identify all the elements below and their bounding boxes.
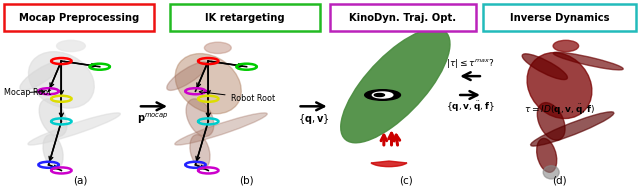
Ellipse shape (522, 54, 568, 80)
Ellipse shape (204, 42, 231, 54)
Ellipse shape (527, 53, 592, 119)
Circle shape (365, 90, 401, 100)
Ellipse shape (20, 62, 61, 90)
Ellipse shape (175, 54, 241, 114)
Text: Robot Root: Robot Root (199, 90, 275, 103)
Ellipse shape (190, 135, 210, 169)
Text: KinoDyn. Traj. Opt.: KinoDyn. Traj. Opt. (349, 13, 456, 23)
Ellipse shape (175, 113, 268, 145)
FancyBboxPatch shape (330, 5, 476, 31)
Ellipse shape (553, 52, 623, 70)
Ellipse shape (340, 28, 450, 143)
Circle shape (372, 92, 393, 98)
Ellipse shape (531, 112, 614, 146)
Circle shape (374, 93, 385, 97)
Text: (a): (a) (74, 176, 88, 185)
Text: $|\tau| \leq \tau^{max}?$: $|\tau| \leq \tau^{max}?$ (446, 57, 494, 70)
Wedge shape (371, 161, 407, 167)
Text: Mocap Preprocessing: Mocap Preprocessing (19, 13, 139, 23)
Ellipse shape (167, 62, 207, 90)
Text: $\mathbf{p}^{mocap}$: $\mathbf{p}^{mocap}$ (137, 111, 168, 126)
Ellipse shape (186, 99, 214, 136)
Text: $\{\mathbf{q}, \mathbf{v}\}$: $\{\mathbf{q}, \mathbf{v}\}$ (298, 112, 330, 126)
Ellipse shape (43, 135, 63, 169)
Ellipse shape (537, 138, 557, 172)
Text: IK retargeting: IK retargeting (205, 13, 285, 23)
FancyBboxPatch shape (170, 5, 320, 31)
Text: Mocap Root: Mocap Root (4, 88, 51, 97)
Text: $\{\mathbf{q}, \mathbf{v}, \ddot{\mathbf{q}}, \mathbf{f}\}$: $\{\mathbf{q}, \mathbf{v}, \ddot{\mathbf… (445, 100, 495, 114)
Ellipse shape (28, 52, 94, 108)
Ellipse shape (28, 113, 120, 145)
FancyBboxPatch shape (4, 5, 154, 31)
Text: (d): (d) (552, 176, 567, 185)
Text: Inverse Dynamics: Inverse Dynamics (509, 13, 609, 23)
Ellipse shape (39, 99, 67, 136)
Text: (b): (b) (239, 176, 254, 185)
Text: (c): (c) (399, 176, 413, 185)
Text: $\tau = ID(\mathbf{q}, \mathbf{v}, \ddot{\mathbf{q}}, \mathbf{f})$: $\tau = ID(\mathbf{q}, \mathbf{v}, \ddot… (524, 103, 595, 117)
Ellipse shape (553, 40, 579, 52)
Ellipse shape (543, 166, 559, 179)
Ellipse shape (538, 103, 565, 140)
Ellipse shape (56, 40, 85, 52)
FancyBboxPatch shape (483, 5, 636, 31)
